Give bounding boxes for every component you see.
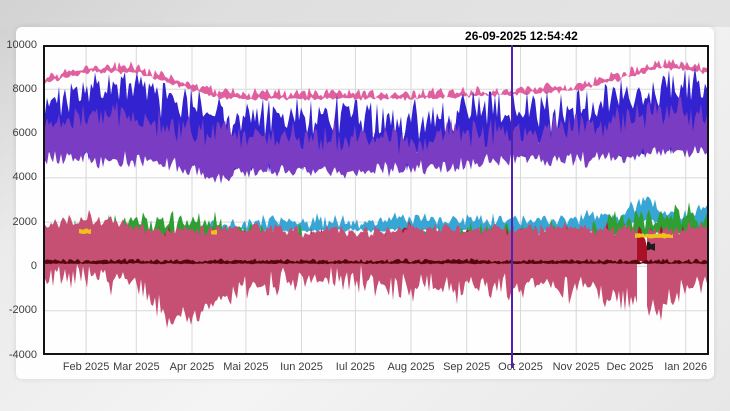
series-areas <box>43 58 709 329</box>
series-pink-tips <box>43 58 709 102</box>
x-axis-tick-label: Sep 2025 <box>443 361 491 373</box>
series-cyan <box>187 196 709 235</box>
series-yellow <box>79 228 91 234</box>
y-axis-tick-label: 2000 <box>12 215 37 228</box>
x-axis-tick-label: Iul 2025 <box>335 361 375 373</box>
y-axis-tick-label: 8000 <box>12 82 37 95</box>
y-axis-tick-label: -4000 <box>8 348 37 361</box>
y-axis-tick-label: 0 <box>30 259 37 272</box>
cursor-timestamp-label: 26-09-2025 12:54:42 <box>465 29 578 43</box>
time-series-plot-area[interactable] <box>43 45 709 355</box>
series-rose <box>647 220 709 321</box>
x-axis-tick-label: Oct 2025 <box>498 361 543 373</box>
x-axis-tick-label: Nov 2025 <box>552 361 600 373</box>
y-axis-tick-label: 6000 <box>12 127 37 140</box>
y-axis-tick-label: 10000 <box>6 38 37 51</box>
chart-panel: 26-09-2025 12:54:42 10000 8000 6000 4000 200… <box>6 27 714 379</box>
x-axis-tick-label: Mai 2025 <box>223 361 269 373</box>
x-axis-tick-label: Aug 2025 <box>387 361 435 373</box>
cursor-line[interactable] <box>511 45 514 368</box>
series-yellow <box>635 232 673 239</box>
series-rose <box>43 209 637 329</box>
y-axis-tick-label: 4000 <box>12 171 37 184</box>
x-axis-tick-label: Mar 2025 <box>113 361 160 373</box>
x-axis-tick-label: Dec 2025 <box>606 361 654 373</box>
series-yellow <box>211 229 217 235</box>
y-axis-tick-label: -2000 <box>8 304 37 317</box>
series-maroon-baseline <box>43 258 709 265</box>
series-black-blob <box>647 241 655 251</box>
x-axis-tick-label: Iun 2025 <box>280 361 323 373</box>
series-purple <box>43 96 709 184</box>
page-top-band <box>0 0 730 27</box>
x-axis-tick-label: Ian 2026 <box>664 361 708 373</box>
x-axis-tick-label: Feb 2025 <box>62 361 110 373</box>
x-axis-tick-label: Apr 2025 <box>169 361 215 373</box>
plot-frame <box>43 45 709 355</box>
